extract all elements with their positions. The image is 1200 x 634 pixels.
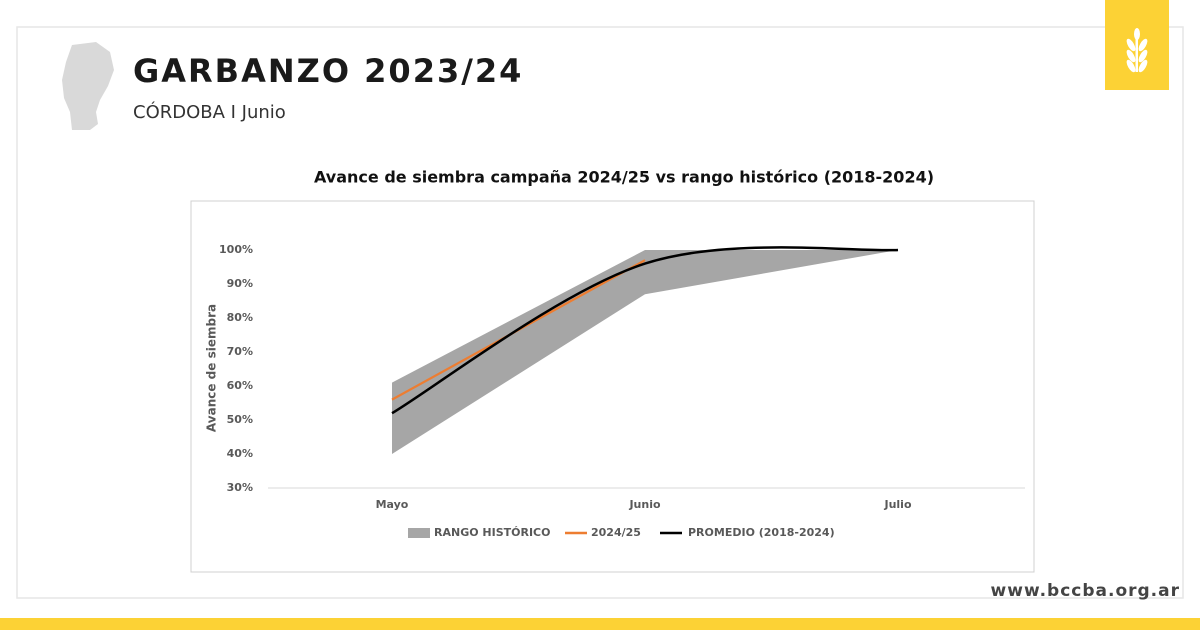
x-tick-label: Junio [628, 498, 661, 511]
footer-url: www.bccba.org.ar [991, 581, 1180, 601]
y-tick-label: 70% [227, 345, 253, 358]
wheat-icon [1126, 28, 1148, 73]
page-title: GARBANZO 2023/24 [133, 52, 523, 90]
plot: 30% 40% 50% 60% 70% 80% 90% 100% Mayo Junio Julio R… [219, 243, 1025, 539]
chart-title: Avance de siembra campaña 2024/25 vs ran… [314, 168, 934, 187]
bottom-stripe [0, 618, 1200, 630]
legend-swatch [408, 528, 430, 538]
y-tick-label: 80% [227, 311, 253, 324]
legend-label: 2024/25 [591, 526, 641, 539]
x-tick-label: Julio [883, 498, 911, 511]
y-tick-label: 90% [227, 277, 253, 290]
legend-label: PROMEDIO (2018-2024) [688, 526, 835, 539]
y-tick-label: 50% [227, 413, 253, 426]
chart-frame [190, 200, 1035, 573]
y-tick-label: 40% [227, 447, 253, 460]
page-subtitle: CÓRDOBA I Junio [133, 101, 286, 123]
y-tick-label: 100% [219, 243, 253, 256]
y-tick-label: 60% [227, 379, 253, 392]
y-tick-label: 30% [227, 481, 253, 494]
series-line [391, 246, 899, 415]
province-map [62, 42, 114, 130]
y-axis-label: Avance de siembra [205, 304, 219, 432]
x-tick-label: Mayo [376, 498, 409, 511]
legend-label: RANGO HISTÓRICO [434, 526, 550, 539]
range-band [392, 250, 898, 454]
